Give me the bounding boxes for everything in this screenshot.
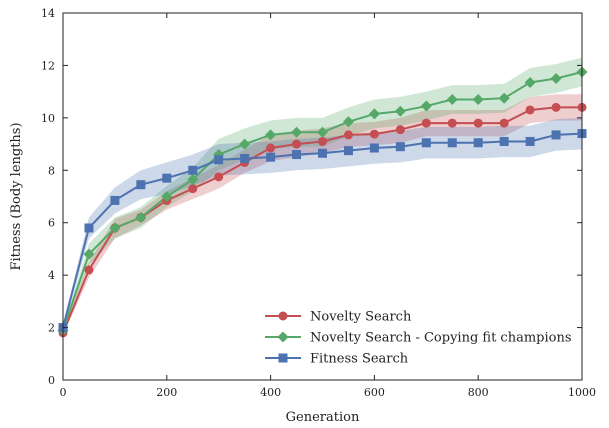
plot-frame (62, 12, 583, 381)
novelty-search-copying-fit-champions-point (239, 138, 251, 150)
fitness-search-point (292, 150, 302, 160)
fitness-search-point (343, 146, 353, 156)
legend-label: Novelty Search (310, 310, 412, 325)
novelty-search-copying-fit-champions-point (135, 211, 147, 223)
novelty-search-point (214, 172, 224, 182)
series-markers (57, 66, 588, 338)
fitness-search-point (266, 152, 276, 162)
novelty-search-point (551, 102, 561, 112)
y-tick-label: 8 (48, 164, 55, 177)
fitness-search-point (162, 173, 172, 183)
y-tick-label: 4 (48, 269, 55, 282)
legend-swatch-marker (278, 353, 288, 363)
fitness-search-point (240, 153, 250, 163)
novelty-search-copying-fit-champions-point (317, 126, 328, 138)
novelty-search-point (266, 143, 276, 153)
fitness-search-point (188, 165, 198, 175)
novelty-search-copying-fit-champions-point (498, 92, 510, 104)
x-tick-label: 200 (156, 386, 177, 399)
legend-swatch-marker (277, 331, 289, 343)
novelty-search-copying-fit-champions-point (83, 248, 95, 260)
novelty-search-point (369, 129, 379, 139)
y-tick-label: 6 (48, 217, 55, 230)
novelty-search-copying-fit-champions-point (368, 108, 380, 120)
y-tick-label: 12 (41, 59, 55, 72)
legend-label: Fitness Search (310, 352, 409, 367)
legend: Novelty Search Novelty Search - Copying f… (265, 310, 572, 367)
y-axis-label: Fitness (Body lengths) (9, 122, 24, 270)
novelty-search-copying-fit-champions-point (109, 222, 121, 234)
fitness-search-point (136, 180, 146, 190)
novelty-search-point (84, 265, 94, 275)
novelty-search-point (188, 184, 198, 194)
x-axis-label: Generation (286, 410, 360, 425)
y-tick-label: 14 (41, 7, 55, 20)
novelty-search-copying-fit-champions-point (524, 76, 536, 88)
novelty-search-point (395, 125, 405, 135)
fitness-search-point (110, 195, 120, 205)
novelty-search-point (421, 118, 431, 128)
novelty-search-point (447, 118, 457, 128)
novelty-search-copying-fit-champions-point (265, 129, 277, 141)
legend-swatch-marker (278, 311, 288, 321)
y-tick-label: 2 (48, 322, 55, 335)
fitness-search-point (473, 138, 483, 148)
legend-label: Novelty Search - Copying fit champions (310, 331, 572, 346)
fitness-search-point (525, 136, 535, 146)
fitness-search-point (84, 223, 94, 233)
x-tick-label: 600 (364, 386, 385, 399)
novelty-search-point (292, 139, 302, 149)
fitness-search-point (214, 155, 224, 165)
fitness-search-point (447, 138, 457, 148)
novelty-search-copying-fit-champions-point (342, 116, 354, 128)
novelty-search-copying-fit-champions-point (446, 94, 458, 106)
fitness-search-point (551, 130, 561, 140)
fitness-search-point (421, 138, 431, 148)
novelty-search-point (318, 136, 327, 146)
novelty-search-point (499, 118, 509, 128)
novelty-search-point (525, 105, 535, 115)
y-tick-label: 10 (41, 112, 55, 125)
axis-ticks: 0 200 400 600 800 1000 0 2 4 6 8 10 12 14 (41, 7, 596, 399)
novelty-search-copying-fit-champions-point (472, 94, 484, 106)
x-tick-label: 1000 (568, 386, 596, 399)
fitness-search-point (369, 143, 379, 153)
novelty-search-point (343, 130, 353, 140)
y-tick-label: 0 (48, 374, 55, 387)
x-tick-label: 800 (468, 386, 489, 399)
fitness-search-point (499, 136, 509, 146)
x-tick-label: 400 (260, 386, 281, 399)
novelty-search-copying-fit-champions-point (550, 73, 562, 85)
novelty-search-copying-fit-champions-point (161, 191, 173, 202)
novelty-search-copying-fit-champions-point (187, 173, 199, 185)
fitness-search-point (395, 142, 405, 152)
novelty-search-copying-fit-champions-point (394, 105, 406, 117)
novelty-search-point (473, 118, 483, 128)
fitness-search-point (318, 148, 327, 158)
x-tick-label: 0 (60, 386, 67, 399)
novelty-search-copying-fit-champions-point (420, 100, 432, 112)
novelty-search-copying-fit-champions-point (291, 126, 303, 138)
